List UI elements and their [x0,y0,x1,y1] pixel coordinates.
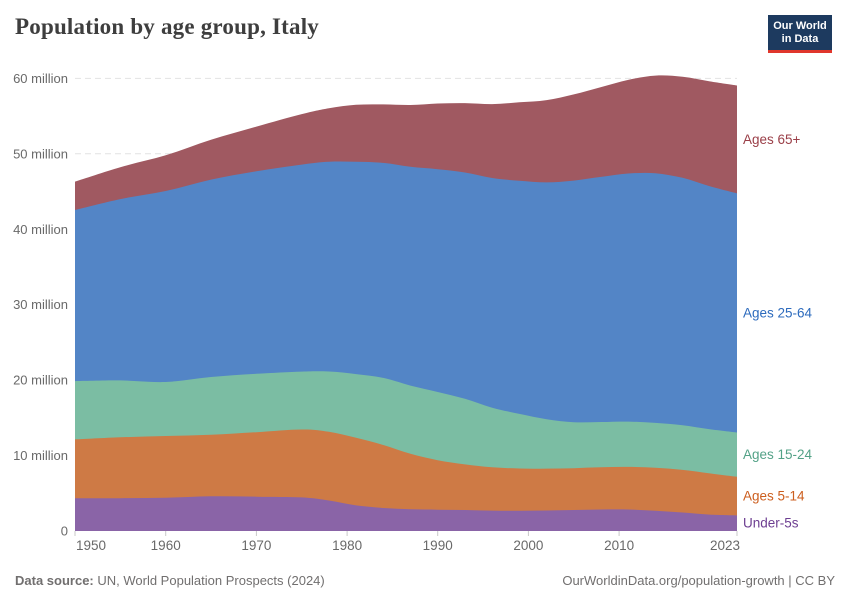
series-label-ages-25-64: Ages 25-64 [743,305,813,320]
x-tick-label: 2010 [604,538,634,553]
data-source-label: Data source: [15,573,94,588]
data-source: Data source: UN, World Population Prospe… [15,573,325,588]
y-tick-label: 0 [61,524,68,539]
series-label-under-5s: Under-5s [743,516,799,531]
chart-title: Population by age group, Italy [15,14,319,39]
series-label-ages-15-24: Ages 15-24 [743,447,813,462]
owid-logo-line2: in Data [781,33,819,45]
x-tick-label: 2000 [513,538,543,553]
y-tick-label: 60 million [13,71,68,86]
footer-attribution-link[interactable]: OurWorldinData.org/population-growth | C… [562,573,835,588]
y-tick-label: 20 million [13,373,68,388]
x-tick-label: 2023 [710,538,740,553]
series-label-ages-65: Ages 65+ [743,132,801,147]
area-under-5s[interactable] [75,496,737,531]
x-tick-label: 1970 [241,538,271,553]
x-tick-label: 1950 [76,538,106,553]
y-tick-label: 30 million [13,297,68,312]
chart-footer: Data source: UN, World Population Prospe… [15,573,835,588]
y-tick-label: 40 million [13,222,68,237]
series-label-ages-5-14: Ages 5-14 [743,489,805,504]
y-tick-label: 10 million [13,448,68,463]
owid-logo[interactable]: Our World in Data [768,15,832,53]
x-tick-label: 1980 [332,538,362,553]
x-tick-label: 1960 [151,538,181,553]
x-tick-label: 1990 [423,538,453,553]
data-source-text: UN, World Population Prospects (2024) [93,573,325,588]
owid-logo-line1: Our World [773,20,827,32]
y-tick-label: 50 million [13,146,68,161]
